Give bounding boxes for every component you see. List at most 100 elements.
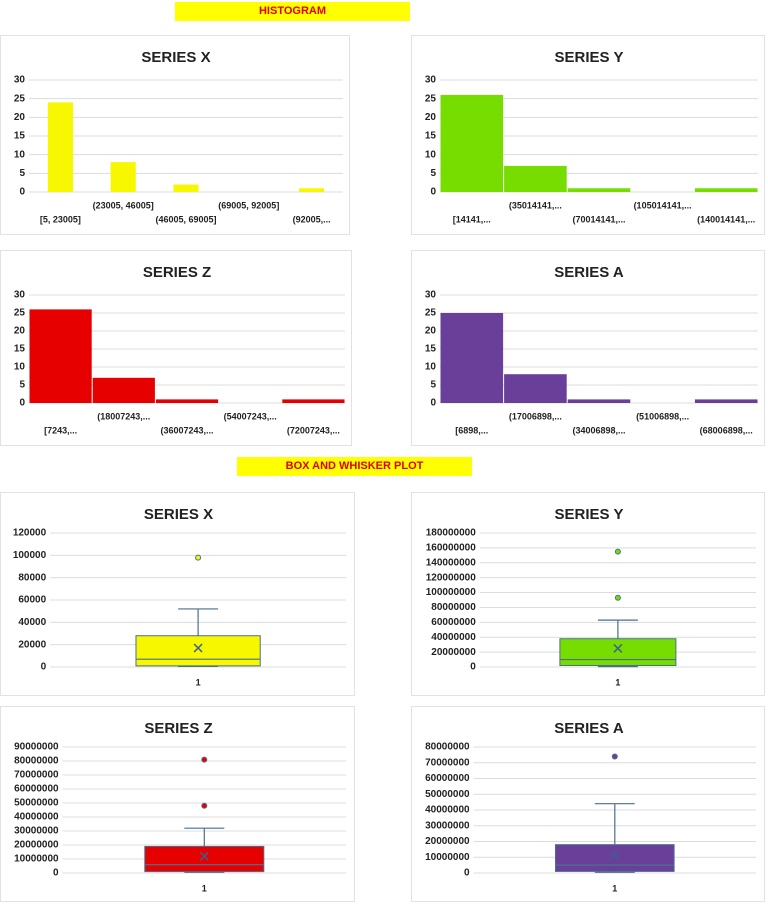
x-tick-label: [14141,... xyxy=(453,214,491,224)
y-tick-label: 100000 xyxy=(13,550,47,561)
bar xyxy=(110,162,136,192)
x-tick-label: (34006898,... xyxy=(572,425,625,435)
y-tick-label: 90000000 xyxy=(14,742,59,753)
outlier xyxy=(201,802,208,809)
outlier xyxy=(195,554,202,561)
chart: SERIES A 0 10000000 20000000 30000000 4000000… xyxy=(411,706,765,902)
y-tick-label: 15 xyxy=(425,344,437,355)
chart-title: SERIES Z xyxy=(143,264,211,281)
bar xyxy=(299,188,325,192)
y-tick-label: 30000000 xyxy=(425,820,470,831)
y-tick-label: 20 xyxy=(14,112,26,123)
y-tick-label: 0 xyxy=(19,398,25,409)
y-tick-label: 20 xyxy=(425,326,437,337)
y-tick-label: 40000000 xyxy=(431,632,476,643)
section-banner: BOX AND WHISKER PLOT xyxy=(237,457,472,476)
y-tick-label: 5 xyxy=(19,380,25,391)
y-tick-label: 20000000 xyxy=(425,836,470,847)
y-tick-label: 80000000 xyxy=(425,742,470,753)
box xyxy=(135,635,261,667)
x-tick-label: [5, 23005] xyxy=(40,214,81,224)
x-tick-label: (70014141,... xyxy=(572,214,625,224)
bar xyxy=(440,94,504,192)
chart: SERIES Z 0 5 10 15 20 25 30 [7243,... (18007243,.… xyxy=(0,250,352,446)
y-tick-label: 15 xyxy=(14,344,26,355)
y-tick-label: 10000000 xyxy=(14,854,59,865)
mean-marker xyxy=(610,851,620,861)
bar xyxy=(92,377,155,403)
box xyxy=(144,845,265,873)
y-tick-label: 10 xyxy=(14,149,26,160)
outlier xyxy=(201,756,208,763)
bar xyxy=(567,188,631,192)
y-tick-label: 80000000 xyxy=(14,756,59,767)
x-tick-label: (68006898,... xyxy=(700,425,753,435)
y-tick-label: 10 xyxy=(14,362,26,373)
y-tick-label: 20000000 xyxy=(431,647,476,658)
y-tick-label: 160000000 xyxy=(426,543,476,554)
y-tick-label: 10000000 xyxy=(425,852,470,863)
y-tick-label: 70000000 xyxy=(425,757,470,768)
bar xyxy=(282,399,345,403)
y-tick-label: 5 xyxy=(430,380,436,391)
x-tick-label: (54007243,... xyxy=(224,411,277,421)
bar xyxy=(694,188,758,192)
y-tick-label: 30 xyxy=(425,290,437,301)
y-tick-label: 25 xyxy=(425,308,437,319)
y-tick-label: 30 xyxy=(425,75,437,86)
y-tick-label: 120000000 xyxy=(426,572,476,583)
y-tick-label: 20 xyxy=(14,326,26,337)
y-tick-label: 50000000 xyxy=(14,798,59,809)
y-tick-label: 40000 xyxy=(18,617,46,628)
x-tick-label: (72007243,... xyxy=(287,425,340,435)
x-tick-label: [6898,... xyxy=(455,425,488,435)
mean-marker xyxy=(193,643,203,653)
box xyxy=(554,844,675,872)
y-tick-label: 5 xyxy=(430,168,436,179)
bar xyxy=(504,165,567,192)
y-tick-label: 0 xyxy=(19,187,25,198)
y-tick-label: 80000000 xyxy=(431,602,476,613)
chart: SERIES X 0 5 10 15 20 25 30 [5, 23005] (23005, 46… xyxy=(0,35,350,235)
y-tick-label: 40000000 xyxy=(425,805,470,816)
bar xyxy=(173,184,199,192)
outlier xyxy=(611,753,618,760)
y-tick-label: 0 xyxy=(464,868,470,879)
y-tick-label: 15 xyxy=(425,131,437,142)
x-tick-label: (36007243,... xyxy=(160,425,213,435)
y-tick-label: 70000000 xyxy=(14,770,59,781)
y-tick-label: 15 xyxy=(14,131,26,142)
chart-title: SERIES Y xyxy=(555,506,624,523)
y-tick-label: 60000 xyxy=(18,595,46,606)
x-tick-label: (23005, 46005] xyxy=(93,200,154,210)
mean-marker xyxy=(613,643,623,653)
x-tick-label: (17006898,... xyxy=(509,411,562,421)
y-tick-label: 0 xyxy=(430,398,436,409)
x-tick-label: (46005, 69005] xyxy=(155,214,216,224)
y-tick-label: 5 xyxy=(19,168,25,179)
x-tick-label: (105014141,... xyxy=(634,200,692,210)
chart: SERIES X 0 20000 40000 60000 80000 100000 12000… xyxy=(0,492,355,696)
x-tick-label: (92005,... xyxy=(293,214,331,224)
y-tick-label: 20 xyxy=(425,112,437,123)
chart: SERIES Y 0 20000000 40000000 60000000 8000000… xyxy=(411,492,765,696)
x-tick-label: (51006898,... xyxy=(636,411,689,421)
bar xyxy=(29,309,92,403)
y-tick-label: 0 xyxy=(53,868,59,879)
y-tick-label: 20000000 xyxy=(14,840,59,851)
mean-marker xyxy=(199,851,209,861)
chart-title: SERIES Y xyxy=(555,49,624,66)
y-tick-label: 0 xyxy=(41,662,47,673)
y-tick-label: 60000000 xyxy=(14,784,59,795)
x-tick-label: (69005, 92005] xyxy=(218,200,279,210)
box xyxy=(559,638,677,667)
y-tick-label: 60000000 xyxy=(425,773,470,784)
y-tick-label: 0 xyxy=(470,662,476,673)
x-tick-label: [7243,... xyxy=(44,425,77,435)
chart: SERIES Z 0 10000000 20000000 30000000 4000000… xyxy=(0,706,355,902)
chart-title: SERIES A xyxy=(554,720,624,737)
y-tick-label: 40000000 xyxy=(14,812,59,823)
chart-title: SERIES X xyxy=(141,49,210,66)
bar xyxy=(155,399,219,403)
